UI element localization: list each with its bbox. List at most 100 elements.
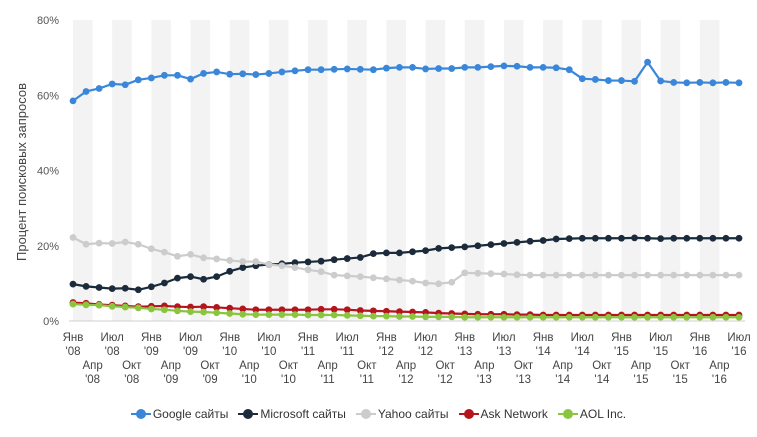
- x-tick-label: '16: [732, 346, 747, 358]
- data-point: [134, 286, 142, 294]
- data-point: [278, 262, 286, 270]
- data-point: [631, 271, 638, 279]
- data-point: [409, 277, 416, 285]
- data-point: [291, 311, 299, 319]
- x-tick-label: Июл: [257, 332, 280, 344]
- x-tick-label: Окт: [279, 360, 299, 372]
- data-point: [709, 271, 717, 279]
- data-point: [565, 66, 573, 74]
- data-point: [735, 234, 743, 242]
- data-point: [435, 313, 443, 321]
- data-point: [670, 271, 678, 279]
- data-point: [304, 258, 312, 266]
- data-point: [396, 313, 403, 320]
- grid-band: [621, 20, 642, 321]
- data-point: [265, 306, 273, 314]
- data-point: [187, 75, 194, 83]
- data-point: [448, 65, 456, 72]
- x-tick-label: '11: [301, 346, 315, 358]
- data-point: [670, 234, 678, 242]
- data-point: [369, 250, 377, 258]
- legend-swatch: [458, 408, 479, 420]
- x-tick-label: '14: [575, 346, 591, 358]
- grid-band: [464, 20, 485, 321]
- data-point: [487, 313, 495, 321]
- data-point: [317, 311, 325, 319]
- data-point: [409, 248, 416, 256]
- series-1: [69, 234, 743, 294]
- data-point: [657, 77, 665, 85]
- data-point: [121, 238, 129, 246]
- data-point: [226, 267, 234, 275]
- data-point: [657, 313, 665, 321]
- x-tick-label: Янв: [533, 332, 554, 344]
- legend-label: Google сайты: [152, 407, 229, 421]
- x-tick-label: '11: [360, 374, 374, 386]
- legend-label: Ask Network: [480, 407, 548, 421]
- data-point: [147, 74, 155, 82]
- grid-band: [112, 20, 132, 321]
- data-point: [213, 273, 221, 281]
- data-point: [448, 313, 456, 321]
- data-point: [735, 313, 743, 321]
- data-point: [396, 249, 403, 257]
- data-point: [161, 248, 168, 256]
- series-0: [69, 58, 743, 105]
- data-point: [343, 306, 351, 314]
- legend-item[interactable]: AOL Inc.: [557, 407, 626, 421]
- data-point: [396, 64, 403, 71]
- legend-swatch: [130, 408, 151, 420]
- data-point: [187, 308, 194, 315]
- data-point: [605, 77, 612, 84]
- x-tick-label: '10: [281, 374, 296, 386]
- y-axis-title: Процент поисковых запросов: [14, 83, 29, 261]
- x-tick-label: Апр: [396, 360, 416, 372]
- data-point: [422, 313, 429, 321]
- data-point: [631, 234, 638, 242]
- legend: Google сайты Microsoft сайты Yahoo сайты As…: [0, 404, 757, 424]
- data-point: [722, 79, 730, 86]
- data-point: [356, 254, 364, 261]
- legend-item[interactable]: Google сайты: [130, 407, 229, 421]
- x-tick-label: '16: [692, 346, 707, 358]
- legend-item[interactable]: Yahoo сайты: [355, 407, 449, 421]
- data-point: [383, 312, 390, 320]
- data-point: [683, 313, 691, 321]
- x-tick-label: '15: [614, 346, 629, 358]
- data-point: [200, 303, 207, 311]
- grid-band: [425, 20, 446, 321]
- data-point: [683, 271, 691, 279]
- x-tick-label: '08: [85, 374, 100, 386]
- data-point: [317, 305, 325, 313]
- x-tick-label: Апр: [82, 360, 102, 372]
- data-point: [539, 271, 547, 279]
- data-point: [539, 64, 547, 71]
- legend-label: Yahoo сайты: [377, 407, 449, 421]
- data-point: [95, 85, 103, 92]
- data-point: [369, 307, 377, 315]
- data-point: [252, 311, 260, 319]
- data-point: [722, 313, 730, 321]
- grid-band: [386, 20, 406, 321]
- x-tick-label: '09: [144, 346, 159, 358]
- series-4: [69, 300, 743, 321]
- data-point: [108, 302, 116, 310]
- series-3: [69, 299, 743, 319]
- data-point: [200, 70, 207, 77]
- x-tick-label: '13: [477, 374, 492, 386]
- data-point: [709, 79, 717, 87]
- data-point: [526, 313, 534, 321]
- grid-band: [268, 20, 289, 321]
- data-point: [343, 255, 351, 262]
- x-tick-label: Апр: [317, 360, 337, 372]
- data-point: [200, 254, 207, 262]
- data-point: [644, 271, 651, 279]
- data-point: [95, 301, 103, 309]
- x-tick-label: '14: [555, 374, 571, 386]
- x-tick-label: Апр: [553, 360, 573, 372]
- data-point: [147, 283, 155, 291]
- legend-item[interactable]: Ask Network: [458, 407, 548, 421]
- legend-item[interactable]: Microsoft сайты: [238, 407, 346, 421]
- data-point: [147, 245, 155, 253]
- data-point: [448, 244, 456, 252]
